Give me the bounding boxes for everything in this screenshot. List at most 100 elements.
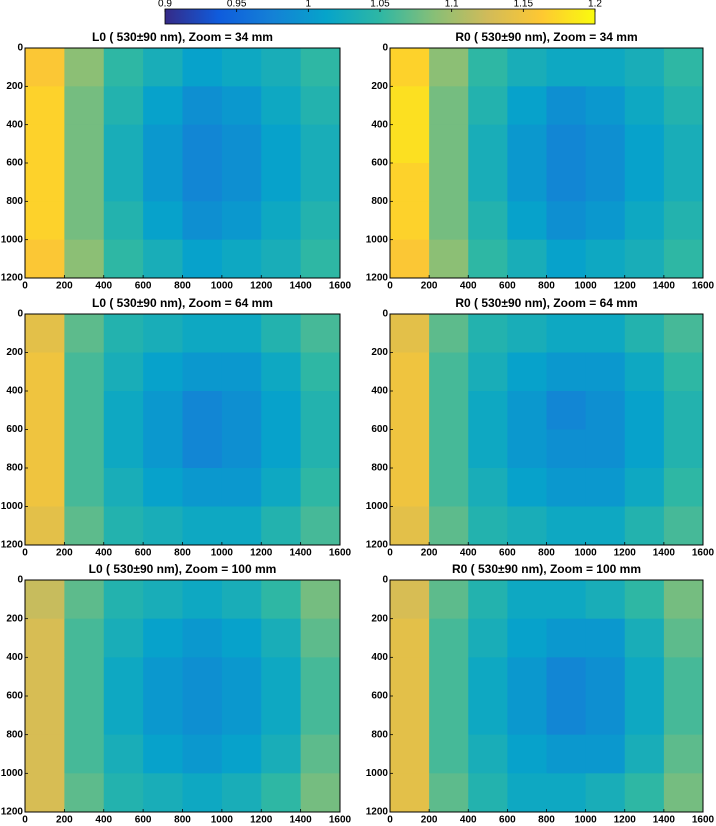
y-tick-label: 600: [371, 691, 388, 702]
heatmap-cell: [221, 314, 262, 353]
chart-title: R0 ( 530±90 nm), Zoom = 100 mm: [452, 562, 641, 576]
heatmap-cell: [300, 86, 341, 126]
heatmap-cell: [585, 696, 626, 736]
heatmap-cell: [64, 773, 105, 813]
y-tick-label: 600: [6, 424, 23, 435]
x-tick-label: 1600: [692, 281, 715, 292]
heatmap-cell: [143, 734, 183, 774]
heatmap-cell: [624, 352, 665, 392]
heatmap-cell: [663, 48, 704, 87]
heatmap-cell: [221, 506, 262, 546]
heatmap-cell: [429, 201, 469, 241]
heatmap-cell: [221, 201, 262, 241]
heatmap-cell: [663, 696, 704, 736]
heatmap-cell: [468, 734, 508, 774]
heatmap-cell: [143, 163, 183, 202]
heatmap-cell: [663, 506, 704, 546]
heatmap-cell: [261, 124, 302, 164]
x-tick-label: 1600: [692, 815, 715, 826]
heatmap-cell: [103, 86, 144, 126]
heatmap-cell: [103, 506, 144, 546]
heatmap-cell: [585, 124, 626, 164]
x-tick-label: 1400: [653, 281, 676, 292]
heatmap-cell: [468, 696, 508, 736]
heatmap-cell: [300, 580, 341, 620]
y-tick-label: 1200: [366, 807, 389, 818]
heatmap-cell: [182, 618, 223, 658]
heatmap-cell: [261, 618, 302, 658]
heatmap-cell: [64, 391, 105, 430]
x-tick-label: 600: [499, 281, 516, 292]
heatmap-cell: [585, 657, 626, 697]
heatmap-cell: [507, 734, 547, 774]
heatmap-cell: [390, 201, 430, 241]
heatmap-cell: [585, 734, 626, 774]
heatmap-cell: [25, 657, 65, 697]
x-tick-label: 400: [95, 548, 112, 559]
heatmap-cell: [103, 618, 144, 658]
heatmap-cell: [507, 696, 547, 736]
heatmap-cell: [261, 391, 302, 430]
x-tick-label: 1600: [329, 815, 352, 826]
heatmap-cell: [624, 163, 665, 202]
heatmap-cell: [546, 618, 587, 658]
heatmap-cell: [182, 696, 223, 736]
heatmap-cell: [25, 163, 65, 202]
heatmap-cell: [182, 239, 223, 279]
heatmap-cell: [261, 314, 302, 353]
heatmap-cell: [390, 314, 430, 353]
x-tick-label: 1400: [653, 815, 676, 826]
heatmap-cell: [25, 48, 65, 87]
heatmap-cell: [468, 773, 508, 813]
heatmap-cell: [663, 618, 704, 658]
y-tick-label: 0: [382, 43, 388, 54]
y-tick-label: 1200: [366, 540, 389, 551]
heatmap-cell: [64, 734, 105, 774]
heatmap-cell: [182, 468, 223, 507]
heatmap-cell: [624, 734, 665, 774]
heatmap-cell: [390, 239, 430, 279]
heatmap-cell: [103, 239, 144, 279]
y-tick-label: 800: [371, 729, 388, 740]
x-tick-label: 0: [22, 548, 28, 559]
heatmap-cell: [390, 429, 430, 469]
heatmap-cell: [624, 124, 665, 164]
x-tick-label: 1400: [290, 548, 313, 559]
heatmap-cell: [103, 429, 144, 469]
heatmap-cell: [25, 86, 65, 126]
heatmap-cell: [663, 773, 704, 813]
heatmap-cell: [25, 696, 65, 736]
heatmap-cell: [300, 696, 341, 736]
heatmap-cell: [468, 124, 508, 164]
heatmap-cell: [143, 468, 183, 507]
heatmap-cell: [663, 163, 704, 202]
heatmap-cell: [221, 124, 262, 164]
x-tick-label: 200: [421, 281, 438, 292]
heatmap-cell: [64, 124, 105, 164]
x-tick-label: 1000: [575, 815, 598, 826]
heatmap-cell: [103, 314, 144, 353]
y-tick-label: 800: [371, 196, 388, 207]
heatmap-cell: [663, 86, 704, 126]
heatmap-cell: [507, 124, 547, 164]
colorbar-tick-label: 1.15: [514, 0, 534, 10]
x-tick-label: 0: [387, 815, 393, 826]
heatmap-cell: [221, 696, 262, 736]
heatmap-cell: [546, 163, 587, 202]
heatmap-cell: [143, 696, 183, 736]
x-tick-label: 400: [460, 815, 477, 826]
y-tick-label: 1200: [1, 807, 24, 818]
heatmap-cell: [64, 163, 105, 202]
heatmap-cell: [429, 618, 469, 658]
x-tick-label: 400: [460, 281, 477, 292]
heatmap-cell: [624, 239, 665, 279]
heatmap-cell: [64, 86, 105, 126]
heatmap-cell: [663, 124, 704, 164]
heatmap-cell: [182, 506, 223, 546]
y-tick-label: 400: [6, 652, 23, 663]
heatmap-cell: [624, 696, 665, 736]
y-tick-label: 800: [6, 463, 23, 474]
heatmap-cell: [585, 580, 626, 620]
heatmap-cell: [64, 506, 105, 546]
x-tick-label: 200: [56, 281, 73, 292]
